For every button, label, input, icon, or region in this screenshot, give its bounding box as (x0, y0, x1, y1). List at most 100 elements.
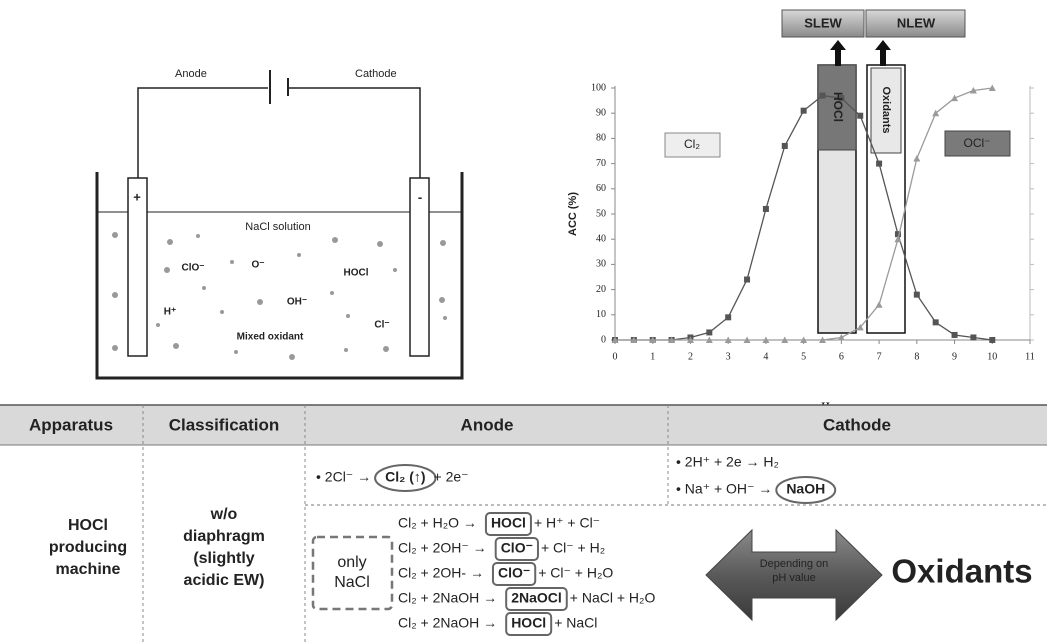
column-header: Apparatus (29, 415, 113, 434)
slew-button (781, 9, 865, 38)
triangle-marker (932, 109, 940, 117)
slew-label: SLEW (804, 15, 842, 30)
square-marker (762, 205, 769, 212)
triangle-marker (611, 336, 619, 343)
nlew-button (865, 9, 966, 38)
apparatus-line: producing (49, 539, 127, 556)
up-arrow (875, 40, 891, 66)
triangle-marker (781, 336, 789, 343)
y-tick-label: 100 (591, 82, 606, 93)
up-arrow (830, 40, 846, 66)
y-tick-label: 50 (596, 208, 606, 219)
x-tick-label: 7 (877, 351, 882, 362)
solution-label: NaCl solution (245, 221, 310, 233)
species-group: ClO⁻ O⁻ HOCl H⁺ OH⁻ Cl⁻ Mixed oxidant (164, 260, 390, 343)
square-marker (989, 337, 996, 343)
oxidants-label: Oxidants (880, 86, 892, 133)
x-tick-label: 2 (688, 351, 693, 362)
reaction-part: Cl₂ + 2NaOH → (398, 590, 497, 606)
x-tick-label: 6 (839, 351, 844, 362)
triangle-marker (705, 336, 713, 343)
triangle-marker (800, 336, 808, 343)
y-tick-label: 10 (596, 309, 606, 320)
species-label: HOCl (344, 268, 369, 279)
chart: 010203040506070809010001234567891011pHAC… (567, 9, 1035, 413)
reaction-part: + H⁺ + Cl⁻ (534, 515, 600, 531)
triangle-marker (630, 336, 638, 343)
series-line (615, 87, 993, 341)
reaction-part: Cl₂ + 2NaOH → (398, 615, 497, 631)
highlight-box (505, 612, 553, 636)
arrow-line: Depending on (760, 558, 829, 570)
column-header: Classification (169, 415, 280, 434)
oxidants-box (870, 67, 902, 154)
arrow-line: pH value (772, 572, 815, 584)
triangle-marker (988, 84, 996, 91)
particles (112, 232, 447, 360)
reaction-part: Cl₂ + 2OH⁻ → (398, 540, 487, 556)
classification-line: acidic EW) (184, 572, 265, 589)
reaction-part: Cl₂ (↑) (385, 469, 425, 485)
square-marker (857, 112, 864, 119)
y-tick-label: 60 (596, 183, 606, 194)
result-label: Oxidants (891, 553, 1032, 590)
triangle-marker (913, 155, 921, 162)
plus-sign: + (133, 189, 141, 204)
x-tick-label: 0 (613, 351, 618, 362)
reaction-part: • Na⁺ + OH⁻ → (676, 481, 772, 497)
triangle-marker (894, 235, 902, 243)
triangle-marker (743, 336, 751, 343)
x-tick-label: 9 (952, 351, 957, 362)
nlew-label: NLEW (897, 15, 936, 30)
square-marker (706, 329, 713, 336)
square-marker (913, 291, 920, 298)
highlight-box (491, 562, 537, 586)
species-label: O⁻ (251, 260, 264, 271)
x-tick-label: 4 (763, 351, 768, 362)
triangle-marker (951, 94, 959, 102)
anode-label: Anode (175, 68, 207, 80)
species-label: ClO⁻ (181, 263, 204, 274)
square-marker (819, 92, 826, 99)
classification-line: diaphragm (183, 528, 265, 545)
reaction-part: Cl₂ + H₂O → (398, 515, 477, 531)
triangle-marker (762, 336, 770, 343)
classification-line: (slightly (193, 550, 254, 567)
triangle-marker (686, 336, 694, 343)
square-marker (781, 142, 788, 149)
reaction-part: • 2H⁺ + 2e → H₂ (676, 454, 779, 470)
x-tick-label: 10 (987, 351, 997, 362)
square-marker (800, 107, 807, 114)
triangle-marker (837, 333, 845, 341)
y-tick-label: 70 (596, 158, 606, 169)
square-marker (744, 276, 751, 283)
minus-sign: - (418, 189, 422, 204)
apparatus-line: machine (56, 561, 121, 578)
reaction-part: + 2e⁻ (434, 469, 469, 485)
y-tick-label: 90 (596, 107, 606, 118)
ocl-label: OCl⁻ (964, 136, 991, 150)
triangle-marker (856, 323, 864, 331)
highlight-box (484, 512, 532, 536)
table-frame (0, 404, 1047, 643)
reaction-part: + NaCl (554, 615, 597, 631)
y-axis-title: ACC (%) (567, 192, 579, 236)
highlight-box (494, 537, 539, 561)
square-marker (970, 334, 977, 341)
y-tick-label: 30 (596, 259, 606, 270)
x-tick-label: 11 (1025, 351, 1035, 362)
y-tick-label: 0 (601, 334, 606, 345)
classification-line: w/o (210, 506, 238, 523)
reaction-part: 2NaOCl (511, 590, 562, 606)
hocl-label: HOCl (831, 92, 845, 122)
x-tick-label: 1 (650, 351, 655, 362)
y-tick-label: 20 (596, 284, 606, 295)
x-tick-label: 5 (801, 351, 806, 362)
reaction-part: ClO⁻ (501, 540, 533, 556)
triangle-marker (969, 87, 977, 94)
highlight-box (505, 587, 568, 611)
reaction-part: HOCl (511, 615, 546, 631)
reaction-part: • 2Cl⁻ → (316, 469, 371, 485)
